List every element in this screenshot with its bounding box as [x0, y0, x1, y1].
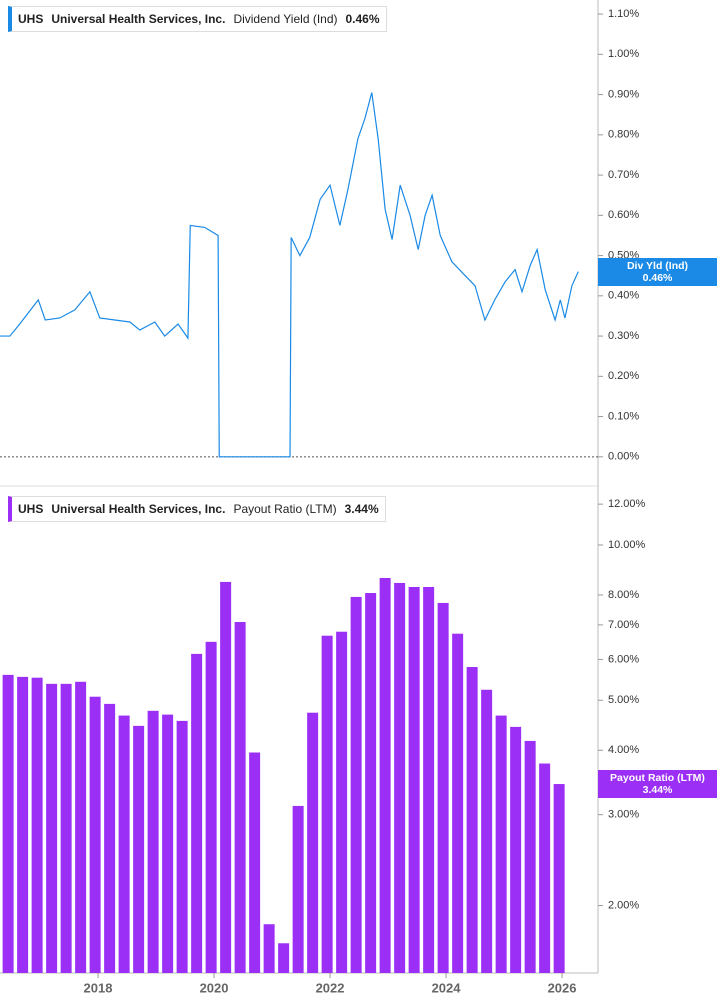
bar: [466, 667, 478, 973]
bar: [31, 677, 43, 973]
bar: [234, 622, 246, 973]
y-tick-label: 0.90%: [608, 88, 639, 100]
bar: [17, 676, 29, 973]
bar: [336, 631, 348, 973]
value-badge: Div Yld (Ind) 0.46%: [598, 257, 717, 286]
bar: [350, 596, 362, 973]
bar: [278, 943, 290, 973]
value-badge: Payout Ratio (LTM) 3.44%: [598, 770, 717, 799]
legend: UHS Universal Health Services, Inc. Divi…: [8, 6, 387, 32]
x-tick-label: 2018: [84, 980, 113, 995]
bar: [263, 924, 275, 973]
y-tick-label: 2.00%: [608, 899, 639, 911]
badge-label: Payout Ratio (LTM): [610, 772, 705, 785]
x-tick-label: 2022: [316, 980, 345, 995]
bar: [60, 683, 72, 973]
bar: [553, 784, 565, 973]
bar: [46, 683, 58, 973]
bar: [437, 602, 449, 973]
y-tick-label: 8.00%: [608, 589, 639, 601]
bar: [75, 681, 87, 973]
bar: [379, 577, 391, 973]
y-tick-label: 0.60%: [608, 209, 639, 221]
bar: [524, 740, 536, 973]
bar: [118, 715, 130, 973]
x-tick-label: 2020: [200, 980, 229, 995]
company: Universal Health Services, Inc.: [51, 502, 226, 516]
y-tick-label: 1.10%: [608, 8, 639, 20]
bar: [394, 582, 406, 973]
y-tick-label: 6.00%: [608, 653, 639, 665]
bar: [162, 714, 174, 973]
y-tick-label: 0.10%: [608, 410, 639, 422]
bar: [365, 593, 377, 973]
bar: [191, 653, 203, 973]
y-tick-label: 0.70%: [608, 169, 639, 181]
bar: [292, 805, 304, 973]
legend-entry: Payout Ratio (LTM): [233, 502, 337, 516]
ticker: UHS: [18, 502, 44, 516]
y-tick-label: 4.00%: [608, 744, 639, 756]
bar: [133, 725, 145, 973]
y-tick-label: 7.00%: [608, 619, 639, 631]
bar: [220, 581, 232, 973]
y-tick-label: 5.00%: [608, 694, 639, 706]
bar: [249, 752, 261, 973]
company: Universal Health Services, Inc.: [51, 12, 226, 26]
badge-label: Div Yld (Ind): [626, 259, 689, 272]
y-tick-label: 0.80%: [608, 129, 639, 141]
bar: [104, 703, 116, 973]
bar: [408, 586, 420, 973]
badge-value: 3.44%: [642, 784, 673, 797]
bar: [307, 712, 319, 973]
x-tick-label: 2026: [548, 980, 577, 995]
legend-value: 0.46%: [345, 12, 380, 26]
bar: [89, 696, 101, 973]
badge-value: 0.46%: [642, 271, 673, 284]
legend: UHS Universal Health Services, Inc. Payo…: [8, 496, 386, 522]
bar: [147, 710, 159, 973]
bar: [176, 720, 188, 973]
bar: [205, 641, 217, 973]
bar: [510, 726, 522, 973]
y-tick-label: 1.00%: [608, 48, 639, 60]
bar: [321, 635, 333, 973]
ticker: UHS: [18, 12, 44, 26]
y-tick-label: 12.00%: [608, 498, 646, 510]
y-tick-label: 3.00%: [608, 809, 639, 821]
bar: [423, 586, 435, 973]
x-tick-label: 2024: [432, 980, 462, 995]
bar: [2, 674, 14, 973]
bar: [495, 715, 507, 973]
bar: [539, 763, 551, 973]
bar: [452, 633, 464, 973]
bar: [481, 689, 493, 973]
legend-entry: Dividend Yield (Ind): [233, 12, 338, 26]
line: [0, 92, 579, 458]
legend-value: 3.44%: [344, 502, 379, 516]
y-tick-label: 0.00%: [608, 451, 639, 463]
y-tick-label: 10.00%: [608, 539, 646, 551]
y-tick-label: 0.30%: [608, 330, 639, 342]
y-tick-label: 0.20%: [608, 370, 639, 382]
y-tick-label: 0.40%: [608, 290, 639, 302]
